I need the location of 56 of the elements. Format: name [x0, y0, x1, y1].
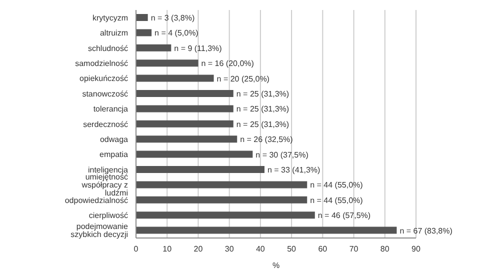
x-tick-label: 20: [194, 244, 204, 254]
x-tick-label: 0: [134, 244, 139, 254]
bar: [136, 14, 148, 21]
y-tick-label: odpowiedzialność: [64, 196, 128, 205]
x-tick-label: 10: [162, 244, 172, 254]
x-tick-label: 50: [287, 244, 297, 254]
data-label: n = 67 (83,8%): [400, 226, 453, 236]
y-tick-label: serdeczność: [83, 120, 128, 129]
y-tick-label: podejmowanie szybkich decyzji: [70, 222, 129, 240]
bar: [136, 90, 234, 97]
bar: [136, 105, 234, 112]
data-label: n = 9 (11,3%): [174, 44, 222, 53]
data-label: n = 30 (37,5%): [256, 150, 309, 160]
bar: [136, 181, 308, 188]
data-label: n = 4 (5,0%): [154, 28, 199, 38]
y-tick-label: tolerancja: [93, 104, 129, 114]
data-label: n = 20 (25,0%): [216, 74, 270, 84]
data-label: n = 44 (55,0%): [310, 180, 364, 190]
y-tick-label: odwaga: [100, 135, 129, 144]
y-tick-label: altruizm: [100, 28, 128, 38]
data-label: n = 25 (31,3%): [236, 120, 290, 129]
x-tick-label: 90: [412, 244, 421, 254]
data-label: n = 25 (31,3%): [236, 104, 290, 114]
bar: [136, 226, 397, 234]
y-tick-label: opiekuńczość: [80, 74, 128, 84]
y-tick-label: schludność: [88, 44, 128, 53]
x-tick-label: 60: [318, 244, 328, 254]
x-axis-title: %: [272, 261, 280, 270]
y-tick-label: inteligencja: [88, 165, 129, 174]
bar: [136, 120, 234, 128]
bar: [136, 74, 214, 82]
bar: [136, 136, 238, 143]
x-tick-label: 30: [224, 244, 234, 254]
bar: [136, 166, 264, 173]
data-label: n = 26 (32,5%): [240, 135, 294, 144]
x-tick-label: 40: [256, 244, 266, 254]
data-label: n = 25 (31,3%): [236, 90, 290, 98]
data-label: n = 16 (20,0%): [201, 59, 254, 68]
data-label: n = 33 (41,3%): [267, 166, 321, 174]
bar: [136, 60, 198, 67]
y-tick-label: samodzielność: [75, 59, 128, 68]
y-tick-label: empatia: [100, 150, 129, 160]
bar: [136, 212, 315, 219]
data-label: n = 46 (57,5%): [318, 211, 371, 220]
x-tick-label: 70: [349, 244, 359, 254]
y-tick-label: umiejętność współpracy z ludźmi: [80, 172, 128, 198]
bar: [136, 150, 253, 158]
y-tick-label: stanowczość: [82, 89, 128, 98]
data-label: n = 3 (3,8%): [150, 14, 195, 22]
x-tick-label: 80: [380, 244, 390, 254]
y-tick-label: krytycyzm: [92, 13, 128, 22]
bar: [136, 196, 308, 204]
data-label: n = 44 (55,0%): [310, 196, 364, 205]
y-tick-label: cierpliwość: [88, 211, 128, 220]
bar: [136, 29, 152, 36]
bar: [136, 44, 172, 52]
